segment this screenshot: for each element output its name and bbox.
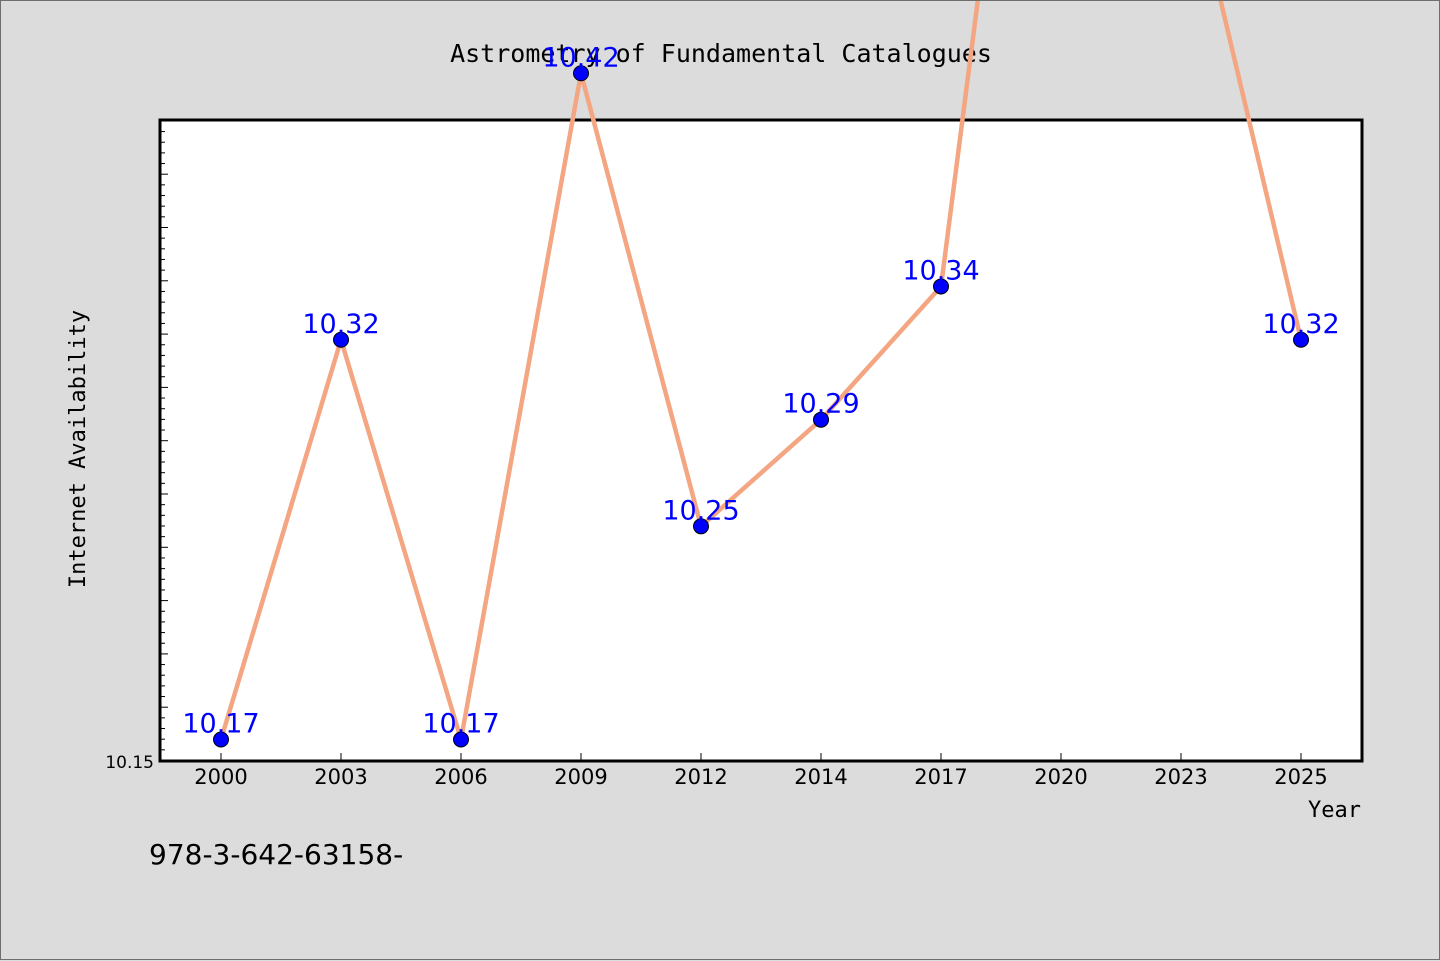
series-markers [213,65,1309,748]
data-label: 10.25 [662,495,739,526]
isbn-footer-text: 978-3-642-63158- [149,838,403,871]
x-tick-label: 2003 [314,765,367,789]
x-axis-label: Year [1308,798,1361,823]
x-tick-label: 2025 [1274,765,1327,789]
series-line [218,1,1304,742]
data-point-marker [333,331,349,348]
data-label: 10.32 [1262,309,1339,340]
x-tick-label: 2000 [194,765,247,789]
data-label: 10.32 [302,309,379,340]
x-tick-label: 2014 [794,765,847,789]
y-axis-label: Internet Availability [66,310,91,588]
data-point-marker [453,731,469,748]
data-point-marker [573,65,589,82]
x-tick-label: 2020 [1034,765,1087,789]
series-line-group [218,1,1304,742]
data-point-marker [693,518,709,535]
x-tick-label: 2006 [434,765,487,789]
x-tick-label: 2009 [554,765,607,789]
x-tick-label: 2012 [674,765,727,789]
data-label: 10.34 [902,255,979,286]
plot-area [158,118,1364,763]
x-axis-tick-labels: 2000 2003 2006 2009 2012 2014 2017 2020 2023 2025 [194,765,1327,789]
x-axis-ticks [220,753,1302,761]
data-point-marker [213,731,229,748]
y-axis-ticks [160,120,168,761]
data-label: 10.29 [782,389,859,420]
series-data-labels: 10.1710.3210.1710.4210.2510.2910.3410.69… [182,42,1339,740]
x-tick-label: 2023 [1154,765,1207,789]
x-tick-label: 2017 [914,765,967,789]
data-label: 10.42 [542,42,619,73]
data-point-marker [813,411,829,428]
data-label: 10.17 [182,709,259,740]
data-point-marker [933,278,949,295]
chart-title: Astrometry of Fundamental Catalogues [450,39,992,68]
data-label: 10.17 [422,709,499,740]
y-tick-label: 10.15 [105,753,154,773]
data-point-marker [1293,331,1309,348]
